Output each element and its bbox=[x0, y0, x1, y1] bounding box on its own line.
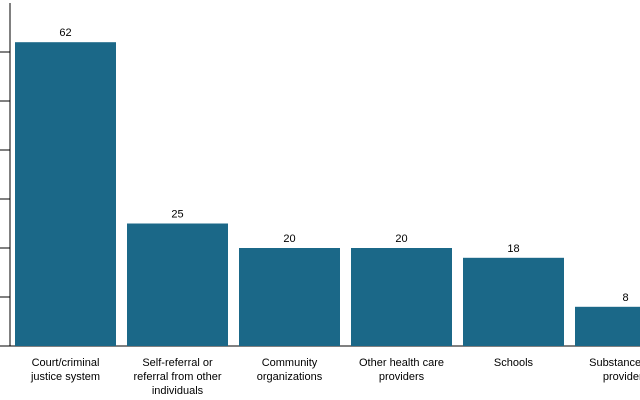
category-label-line: providers bbox=[603, 371, 640, 383]
value-label-2: 20 bbox=[283, 233, 295, 245]
category-label-1: Self-referral or referral from other indiv… bbox=[133, 357, 221, 397]
category-label-line: Community bbox=[262, 357, 318, 369]
category-label-line: organizations bbox=[257, 371, 323, 383]
category-label-line: Substance use bbox=[589, 357, 640, 369]
category-label-line: justice system bbox=[30, 371, 100, 383]
value-label-1: 25 bbox=[171, 209, 183, 221]
value-labels: 62 25 20 20 18 8 bbox=[59, 27, 628, 304]
bar-5 bbox=[575, 306, 640, 346]
category-label-line: providers bbox=[379, 371, 425, 383]
category-label-line: Court/criminal bbox=[32, 357, 100, 369]
category-label-line: Other health care bbox=[359, 357, 444, 369]
value-label-0: 62 bbox=[59, 27, 71, 39]
bar-1 bbox=[127, 223, 228, 346]
value-label-3: 20 bbox=[395, 233, 407, 245]
category-labels: Court/criminal justice system Self-referra… bbox=[30, 357, 640, 397]
category-label-line: Schools bbox=[494, 357, 534, 369]
bar-4 bbox=[463, 257, 564, 346]
category-label-line: individuals bbox=[152, 385, 204, 397]
category-label-2: Community organizations bbox=[257, 357, 323, 383]
category-label-0: Court/criminal justice system bbox=[30, 357, 100, 383]
category-label-4: Schools bbox=[494, 357, 534, 369]
value-label-5: 8 bbox=[622, 292, 628, 304]
category-label-line: Self-referral or bbox=[142, 357, 213, 369]
bar-2 bbox=[239, 248, 340, 346]
bars bbox=[15, 42, 640, 346]
category-label-3: Other health care providers bbox=[359, 357, 444, 383]
category-label-5: Substance use providers bbox=[589, 357, 640, 383]
value-label-4: 18 bbox=[507, 243, 519, 255]
bar-3 bbox=[351, 248, 452, 346]
category-label-line: referral from other bbox=[133, 371, 221, 383]
bar-0 bbox=[15, 42, 116, 346]
